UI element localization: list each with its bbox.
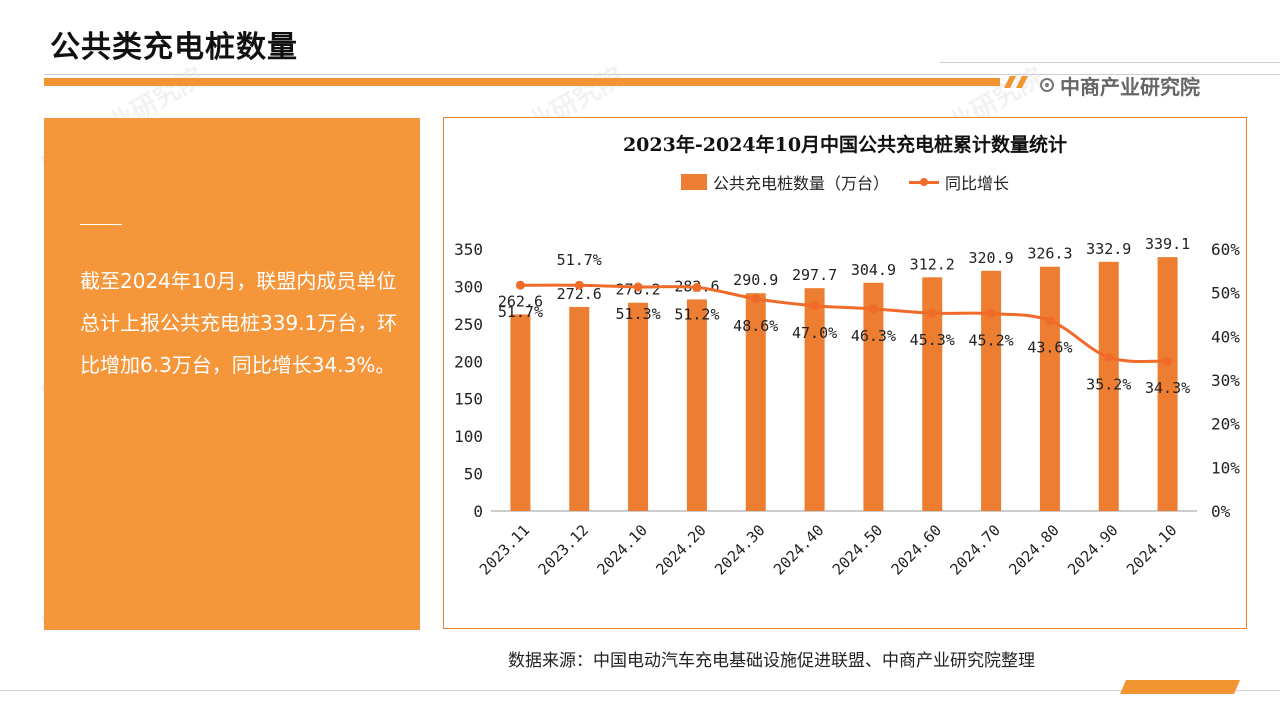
bar-data-label: 262.6 (498, 292, 543, 310)
growth-point (1104, 352, 1114, 362)
footer-divider (0, 690, 1280, 691)
bar-data-label: 297.7 (792, 266, 837, 284)
summary-text: 截至2024年10月，联盟内成员单位总计上报公共充电桩339.1万台，环比增加6… (80, 269, 398, 377)
growth-point (1163, 356, 1173, 366)
y-left-tick-label: 250 (454, 315, 483, 334)
brand-logo-icon (1040, 78, 1054, 92)
page-title: 公共类充电桩数量 (50, 30, 298, 65)
growth-data-label: 45.2% (969, 332, 1014, 350)
y-right-tick-label: 0% (1211, 502, 1231, 521)
bar-data-label: 304.9 (851, 261, 896, 279)
y-right-tick-label: 20% (1211, 415, 1240, 434)
title-accent-bar (44, 78, 1000, 86)
title-divider (44, 74, 1280, 75)
x-tick-label: 2024.50 (829, 521, 886, 578)
y-left-tick-label: 50 (464, 465, 483, 484)
bar-data-label: 332.9 (1086, 240, 1131, 258)
x-tick-label: 2023.12 (535, 521, 592, 578)
y-left-tick-label: 300 (454, 277, 483, 296)
growth-data-label: 34.3% (1145, 379, 1190, 397)
growth-data-label: 48.6% (733, 317, 778, 335)
y-right-tick-label: 30% (1211, 371, 1240, 390)
y-left-tick-label: 350 (454, 240, 483, 259)
legend-line-label: 同比增长 (945, 174, 1010, 193)
chart-title: 2023年-2024年10月中国公共充电桩累计数量统计 (622, 134, 1068, 156)
bar (628, 302, 649, 511)
bar (510, 314, 531, 511)
growth-point (986, 309, 996, 319)
growth-point (515, 280, 525, 290)
summary-panel: 截至2024年10月，联盟内成员单位总计上报公共充电桩339.1万台，环比增加6… (44, 118, 420, 630)
bar (922, 277, 943, 511)
growth-data-label: 51.7% (557, 251, 602, 269)
bar (1039, 266, 1060, 511)
growth-point (868, 304, 878, 314)
y-left-tick-label: 0 (473, 502, 483, 521)
footer-stripe-decoration (1120, 680, 1240, 694)
bar-data-label: 339.1 (1145, 235, 1190, 253)
bar-data-label: 320.9 (969, 249, 1014, 267)
chart-container: 2023年-2024年10月中国公共充电桩累计数量统计 公共充电桩数量（万台） … (443, 117, 1247, 629)
bar-data-label: 290.9 (733, 271, 778, 289)
y-right-tick-label: 50% (1211, 284, 1240, 303)
bar (804, 288, 825, 511)
x-tick-label: 2024.80 (1005, 521, 1062, 578)
legend-item-line: 同比增长 (909, 170, 1009, 194)
bar (863, 282, 884, 511)
y-right-tick-label: 10% (1211, 458, 1240, 477)
x-tick-label: 2024.60 (888, 521, 945, 578)
y-right-tick-label: 40% (1211, 327, 1240, 346)
x-tick-label: 2023.11 (476, 521, 533, 578)
y-left-tick-label: 100 (454, 427, 483, 446)
x-tick-label: 2024.90 (1064, 521, 1121, 578)
bar-data-label: 312.2 (910, 255, 955, 273)
growth-data-label: 47.0% (792, 324, 837, 342)
x-tick-label: 2024.10 (1123, 521, 1180, 578)
bar (686, 299, 707, 511)
bar (745, 293, 766, 511)
brand: 中商产业研究院 (1040, 70, 1200, 100)
growth-point (1045, 316, 1055, 326)
x-tick-label: 2024.40 (770, 521, 827, 578)
x-tick-label: 2024.20 (652, 521, 709, 578)
title-divider-top (940, 62, 1280, 63)
bar (1157, 257, 1178, 511)
chart-legend: 公共充电桩数量（万台） 同比增长 (444, 170, 1246, 194)
chart-plot: 0 50 100 150 200 250 300 350 0% 10% 20% 30% 40% 50% 60… (454, 235, 1240, 578)
growth-point (751, 294, 761, 304)
growth-data-label: 51.3% (616, 305, 661, 323)
bar-data-label: 326.3 (1027, 245, 1072, 263)
growth-data-label: 51.2% (674, 305, 719, 323)
y-left-tick-label: 200 (454, 352, 483, 371)
growth-point (927, 308, 937, 318)
x-tick-label: 2024.10 (593, 521, 650, 578)
x-tick-label: 2024.30 (711, 521, 768, 578)
growth-point (692, 282, 702, 292)
brand-name: 中商产业研究院 (1060, 74, 1200, 99)
growth-data-label: 51.7% (498, 303, 543, 321)
legend-bar-swatch (680, 174, 707, 190)
bar (1098, 261, 1119, 511)
stripe-decoration (1004, 76, 1028, 88)
panel-divider (80, 224, 122, 225)
growth-data-label: 35.2% (1086, 375, 1131, 393)
y-left-tick-label: 150 (454, 390, 483, 409)
bar-data-label: 272.6 (557, 285, 602, 303)
growth-data-label: 46.3% (851, 327, 896, 345)
x-tick-label: 2024.70 (946, 521, 1003, 578)
growth-point (574, 280, 584, 290)
growth-point (810, 301, 820, 311)
legend-line-swatch (909, 176, 939, 188)
y-right-tick-label: 60% (1211, 240, 1240, 259)
bar (569, 306, 590, 511)
growth-point (633, 282, 643, 292)
legend-item-bars: 公共充电桩数量（万台） (680, 170, 889, 194)
growth-data-label: 45.3% (910, 331, 955, 349)
growth-data-label: 43.6% (1027, 339, 1072, 357)
bar (981, 270, 1002, 511)
legend-bar-label: 公共充电桩数量（万台） (712, 174, 889, 193)
data-source: 数据来源：中国电动汽车充电基础设施促进联盟、中商产业研究院整理 (508, 651, 1035, 671)
